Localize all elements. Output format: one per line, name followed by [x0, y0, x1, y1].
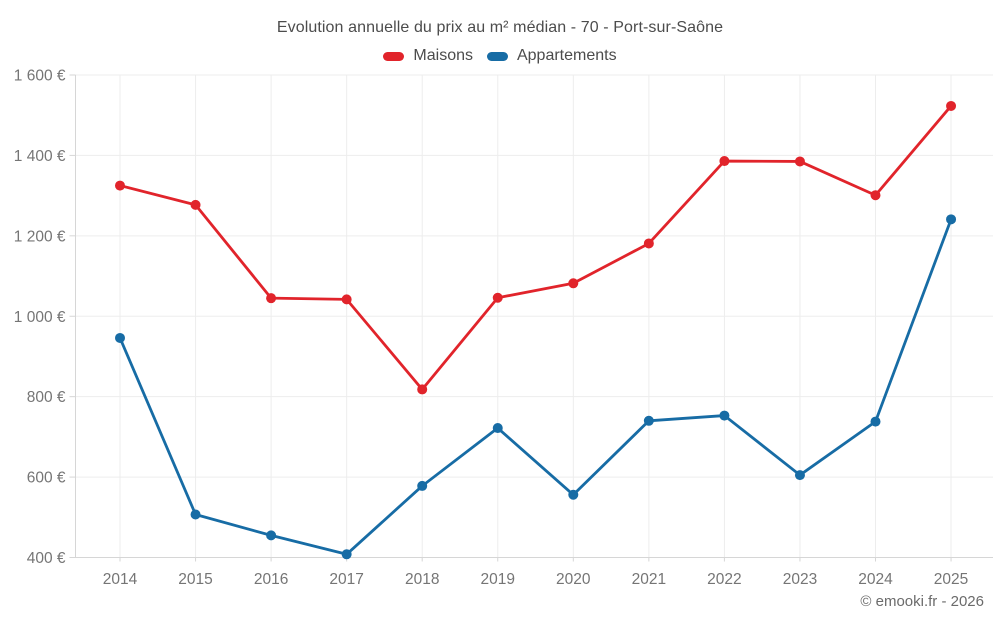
appartements-point-2021 — [643, 415, 654, 426]
maisons-legend-swatch — [383, 51, 405, 61]
appartements-point-2024 — [870, 416, 881, 427]
legend: Maisons Appartements — [0, 45, 1000, 67]
maisons-legend-label: Maisons — [413, 47, 473, 64]
copyright-footer: © emooki.fr - 2026 — [860, 593, 984, 610]
x-axis-label: 2024 — [858, 571, 893, 588]
appartements-point-2019 — [492, 423, 503, 434]
x-axis-label: 2021 — [632, 571, 666, 588]
maisons-point-2023 — [794, 156, 805, 167]
appartements-point-2020 — [568, 489, 579, 500]
y-axis-label: 1 200 € — [14, 228, 66, 245]
appartements-point-2017 — [341, 549, 352, 560]
x-axis-label: 2018 — [405, 571, 439, 588]
x-axis-label: 2019 — [481, 571, 515, 588]
y-axis-label: 600 € — [27, 470, 66, 487]
maisons-point-2016 — [266, 293, 277, 304]
y-axis-label: 400 € — [27, 550, 66, 567]
appartements-point-2025 — [946, 214, 957, 225]
appartements-point-2018 — [417, 480, 428, 491]
maisons-point-2024 — [870, 190, 881, 201]
y-axis-label: 1 400 € — [14, 148, 66, 165]
appartements-point-2023 — [794, 470, 805, 481]
maisons-point-2019 — [492, 292, 503, 303]
maisons-line — [118, 104, 953, 391]
x-axis-label: 2014 — [103, 571, 138, 588]
y-axis-label: 1 000 € — [14, 309, 66, 326]
maisons-point-2014 — [115, 180, 125, 191]
chart-title: Evolution annuelle du prix au m² médian … — [276, 19, 724, 36]
x-axis-label: 2017 — [329, 571, 363, 588]
x-axis-label: 2020 — [556, 571, 591, 588]
x-axis-label: 2025 — [934, 571, 968, 588]
maisons-point-2020 — [568, 278, 579, 289]
maisons-point-2022 — [719, 156, 730, 167]
maisons-point-2025 — [946, 100, 957, 111]
maisons-point-2015 — [190, 199, 201, 210]
appartements-point-2015 — [190, 509, 201, 520]
legend-item-appartements[interactable]: Appartements — [486, 47, 617, 65]
legend-item-maisons[interactable]: Maisons — [383, 47, 473, 65]
y-axis-label: 1 600 € — [14, 68, 66, 85]
x-axis-label: 2022 — [707, 571, 741, 588]
maisons-point-2021 — [643, 238, 654, 249]
appartements-point-2016 — [266, 530, 277, 541]
appartements-point-2022 — [719, 410, 730, 421]
appartements-point-2014 — [115, 332, 125, 343]
maisons-point-2018 — [417, 384, 428, 395]
y-axis-label: 800 € — [27, 389, 66, 406]
x-axis-label: 2015 — [178, 571, 212, 588]
appartements-line — [118, 217, 953, 556]
x-axis-label: 2023 — [783, 571, 817, 588]
appartements-legend-swatch — [486, 51, 508, 61]
maisons-point-2017 — [341, 294, 352, 305]
x-axis-label: 2016 — [254, 571, 288, 588]
appartements-legend-label: Appartements — [516, 47, 617, 64]
